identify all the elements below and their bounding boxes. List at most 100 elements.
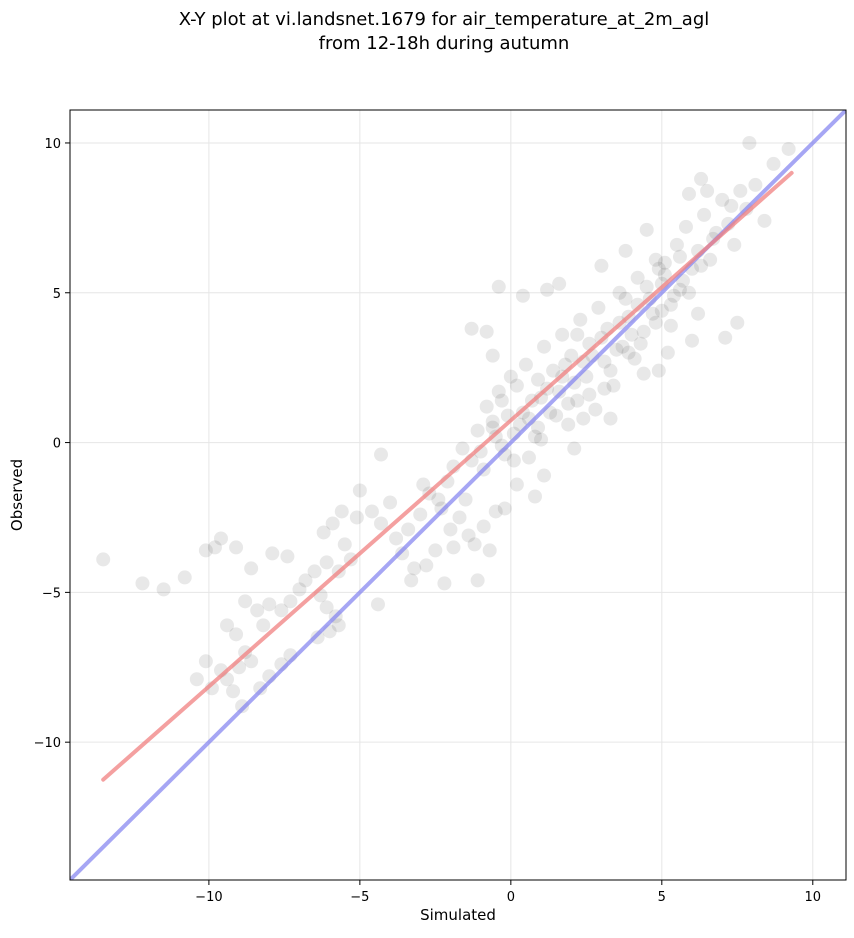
- x-tick-label: −5: [350, 890, 369, 905]
- scatter-point: [491, 384, 506, 399]
- scatter-point: [250, 603, 265, 618]
- scatter-point: [292, 582, 307, 597]
- scatter-point: [660, 345, 675, 360]
- scatter-point: [509, 477, 524, 492]
- regression-line: [101, 170, 794, 782]
- y-tick-label: 10: [44, 137, 61, 152]
- scatter-point: [648, 315, 663, 330]
- scatter-point: [552, 384, 567, 399]
- scatter-point: [220, 618, 235, 633]
- scatter-point: [482, 543, 497, 558]
- scatter-point: [621, 345, 636, 360]
- scatter-point: [416, 477, 431, 492]
- scatter-point: [207, 540, 222, 555]
- scatter-point: [546, 363, 561, 378]
- scatter-point: [606, 378, 621, 393]
- scatter-point: [612, 285, 627, 300]
- scatter-point: [470, 423, 485, 438]
- scatter-point: [521, 450, 536, 465]
- scatter-point: [594, 258, 609, 273]
- scatter-point: [244, 561, 259, 576]
- scatter-point: [431, 492, 446, 507]
- scatter-point: [494, 393, 509, 408]
- scatter-point: [238, 594, 253, 609]
- scatter-point: [657, 255, 672, 270]
- scatter-point: [229, 540, 244, 555]
- scatter-point: [651, 261, 666, 276]
- scatter-point: [198, 654, 213, 669]
- scatter-point: [618, 291, 633, 306]
- scatter-point: [401, 522, 416, 537]
- scatter-point: [561, 417, 576, 432]
- scatter-point: [310, 630, 325, 645]
- scatter-point: [715, 192, 730, 207]
- scatter-point: [506, 453, 521, 468]
- scatter-point: [479, 324, 494, 339]
- scatter-point: [742, 135, 757, 150]
- chart-title-line-1: X-Y plot at vi.landsnet.1679 for air_tem…: [179, 9, 710, 30]
- scatter-point: [648, 252, 663, 267]
- scatter-point: [503, 369, 518, 384]
- scatter-point: [235, 699, 250, 714]
- scatter-point: [229, 627, 244, 642]
- plot-frame: [69, 109, 847, 881]
- scatter-point: [316, 525, 331, 540]
- y-tick-label: 5: [53, 287, 61, 302]
- scatter-point: [549, 408, 564, 423]
- scatter-point: [265, 546, 280, 561]
- scatter-point: [256, 618, 271, 633]
- scatter-point: [697, 207, 712, 222]
- scatter-point: [319, 555, 334, 570]
- scatter-point: [691, 306, 706, 321]
- scatter-point: [485, 414, 500, 429]
- scatter-point: [189, 672, 204, 687]
- scatter-point: [531, 372, 546, 387]
- scatter-point: [672, 282, 687, 297]
- scatter-point: [352, 483, 367, 498]
- scatter-point: [374, 447, 389, 462]
- scatter-point: [694, 258, 709, 273]
- scatter-point: [603, 363, 618, 378]
- scatter-point: [588, 402, 603, 417]
- scatter-point: [630, 297, 645, 312]
- scatter-point: [280, 549, 295, 564]
- scatter-point: [452, 510, 467, 525]
- scatter-point: [718, 330, 733, 345]
- scatter-point: [555, 327, 570, 342]
- scatter-point: [334, 504, 349, 519]
- scatter-point: [389, 531, 404, 546]
- scatter-point: [274, 603, 289, 618]
- scatter-point: [609, 342, 624, 357]
- scatter-point: [645, 306, 660, 321]
- scatter-point: [685, 333, 700, 348]
- scatter-point: [582, 387, 597, 402]
- scatter-point: [537, 339, 552, 354]
- grid-lines: [70, 110, 846, 880]
- scatter-point: [694, 171, 709, 186]
- scatter-point: [527, 429, 542, 444]
- scatter-point: [419, 558, 434, 573]
- scatter-point: [681, 186, 696, 201]
- scatter-point: [727, 237, 742, 252]
- scatter-point: [657, 267, 672, 282]
- scatter-point: [331, 618, 346, 633]
- y-tick-label: −5: [42, 586, 61, 601]
- scatter-point: [748, 177, 763, 192]
- scatter-point: [370, 597, 385, 612]
- scatter-point: [307, 564, 322, 579]
- y-axis-label: Observed: [8, 459, 26, 531]
- scatter-point: [527, 489, 542, 504]
- scatter-point: [624, 327, 639, 342]
- scatter-point: [706, 231, 721, 246]
- scatter-point: [567, 375, 582, 390]
- x-tick-label: −10: [195, 890, 222, 905]
- scatter-point: [639, 222, 654, 237]
- x-tick-label: 5: [658, 890, 666, 905]
- scatter-points: [96, 135, 796, 714]
- scatter-point: [781, 141, 796, 156]
- scatter-point: [654, 303, 669, 318]
- scatter-point: [476, 519, 491, 534]
- scatter-point: [669, 237, 684, 252]
- scatter-point: [325, 516, 340, 531]
